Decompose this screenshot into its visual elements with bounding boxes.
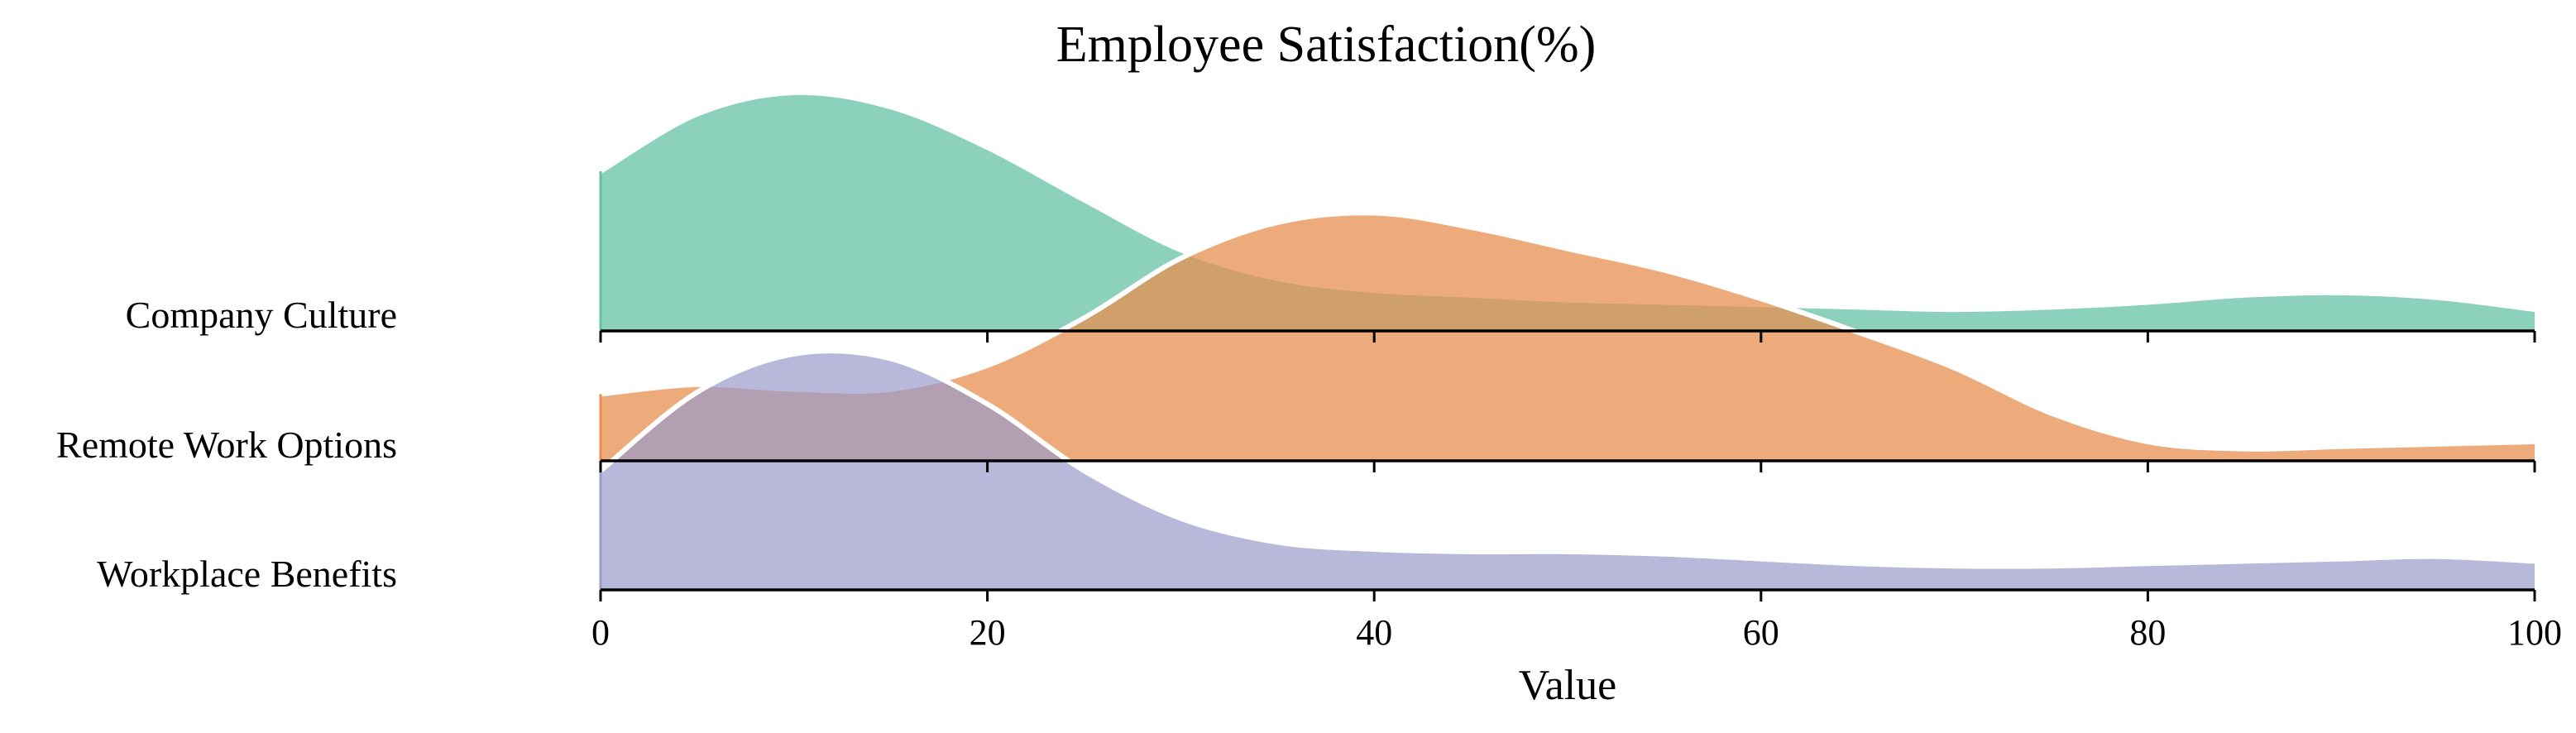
row-labels: Company Culture Remote Work Options Workpl… — [56, 294, 397, 595]
chart-title: Employee Satisfaction(%) — [1056, 17, 1597, 73]
row-label-remote-work-options: Remote Work Options — [56, 424, 397, 466]
x-tick-label-80: 80 — [2129, 612, 2166, 653]
ridge-area-remote-work-options — [601, 213, 2535, 461]
x-axis-title: Value — [1519, 662, 1616, 709]
x-tick-label-60: 60 — [1743, 612, 1779, 653]
ridge-area-workplace-benefits — [601, 351, 2535, 590]
x-tick-label-40: 40 — [1356, 612, 1392, 653]
ridges — [599, 89, 2535, 590]
row-label-company-culture: Company Culture — [126, 294, 397, 336]
x-tick-label-100: 100 — [2507, 612, 2562, 653]
ridge-area-company-culture — [601, 92, 2535, 331]
row-label-workplace-benefits: Workplace Benefits — [97, 553, 397, 595]
x-tick-label-20: 20 — [970, 612, 1006, 653]
x-axis-ticks: 0 20 40 60 80 100 — [591, 590, 2562, 653]
baselines — [599, 329, 2536, 592]
x-tick-label-0: 0 — [591, 612, 610, 653]
ridge-outline-workplace-benefits — [599, 348, 2535, 569]
